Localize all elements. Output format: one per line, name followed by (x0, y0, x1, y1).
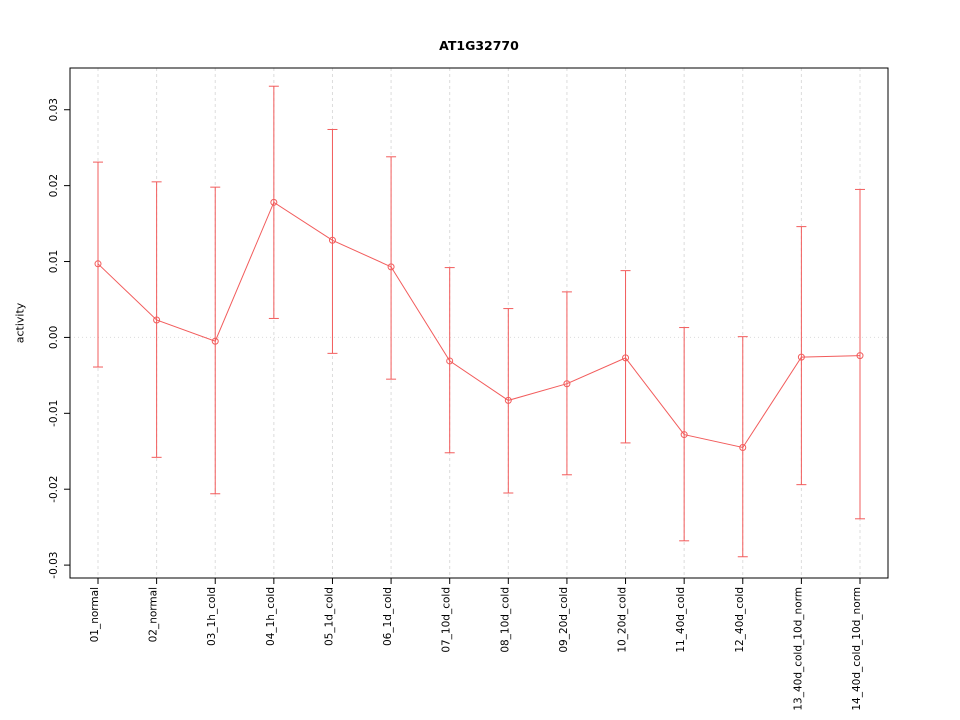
plot-border (69, 67, 889, 579)
data-point (797, 353, 805, 361)
y-tick-label: -0.01 (48, 400, 60, 427)
data-point (622, 354, 630, 362)
data-point (446, 357, 454, 365)
x-tick-label: 04_1h_cold (265, 587, 277, 646)
x-tick-label: 06_1d_cold (382, 587, 394, 646)
series-line (97, 201, 861, 449)
data-point (563, 380, 571, 388)
y-tick-label: -0.03 (48, 552, 60, 579)
x-tick-label: 11_40d_cold (675, 587, 687, 653)
x-tick-label: 05_1d_cold (323, 587, 335, 646)
data-point (387, 263, 395, 271)
data-point (504, 396, 512, 404)
x-tick-label: 09_20d_cold (558, 587, 570, 653)
y-axis-label: activity (13, 302, 27, 344)
x-tick-label: 07_10d_cold (441, 587, 453, 653)
chart-title: AT1G32770 (439, 38, 519, 53)
data-point (94, 260, 102, 268)
data-point (856, 352, 864, 360)
data-point (680, 431, 688, 439)
x-tick-label: 10_20d_cold (617, 587, 629, 653)
x-tick-label: 12_40d_cold (734, 587, 746, 653)
x-tick-label: 14_40d_cold_10d_norm (851, 587, 863, 711)
x-tick-label: 02_normal (148, 587, 160, 642)
data-point (328, 236, 336, 244)
x-tick-label: 08_10d_cold (499, 587, 511, 653)
data-point (270, 198, 278, 206)
x-tick-label: 13_40d_cold_10d_norm (792, 587, 804, 711)
y-tick-label: 0.00 (48, 326, 60, 349)
x-tick-label: 01_normal (89, 587, 101, 642)
x-tick-label: 03_1h_cold (206, 587, 218, 646)
y-tick-label: 0.01 (48, 250, 60, 273)
data-point (211, 337, 219, 345)
data-point (739, 443, 747, 451)
data-point (153, 316, 161, 324)
y-tick-label: -0.02 (48, 476, 60, 503)
y-tick-label: 0.03 (48, 98, 60, 121)
y-tick-label: 0.02 (48, 174, 60, 197)
